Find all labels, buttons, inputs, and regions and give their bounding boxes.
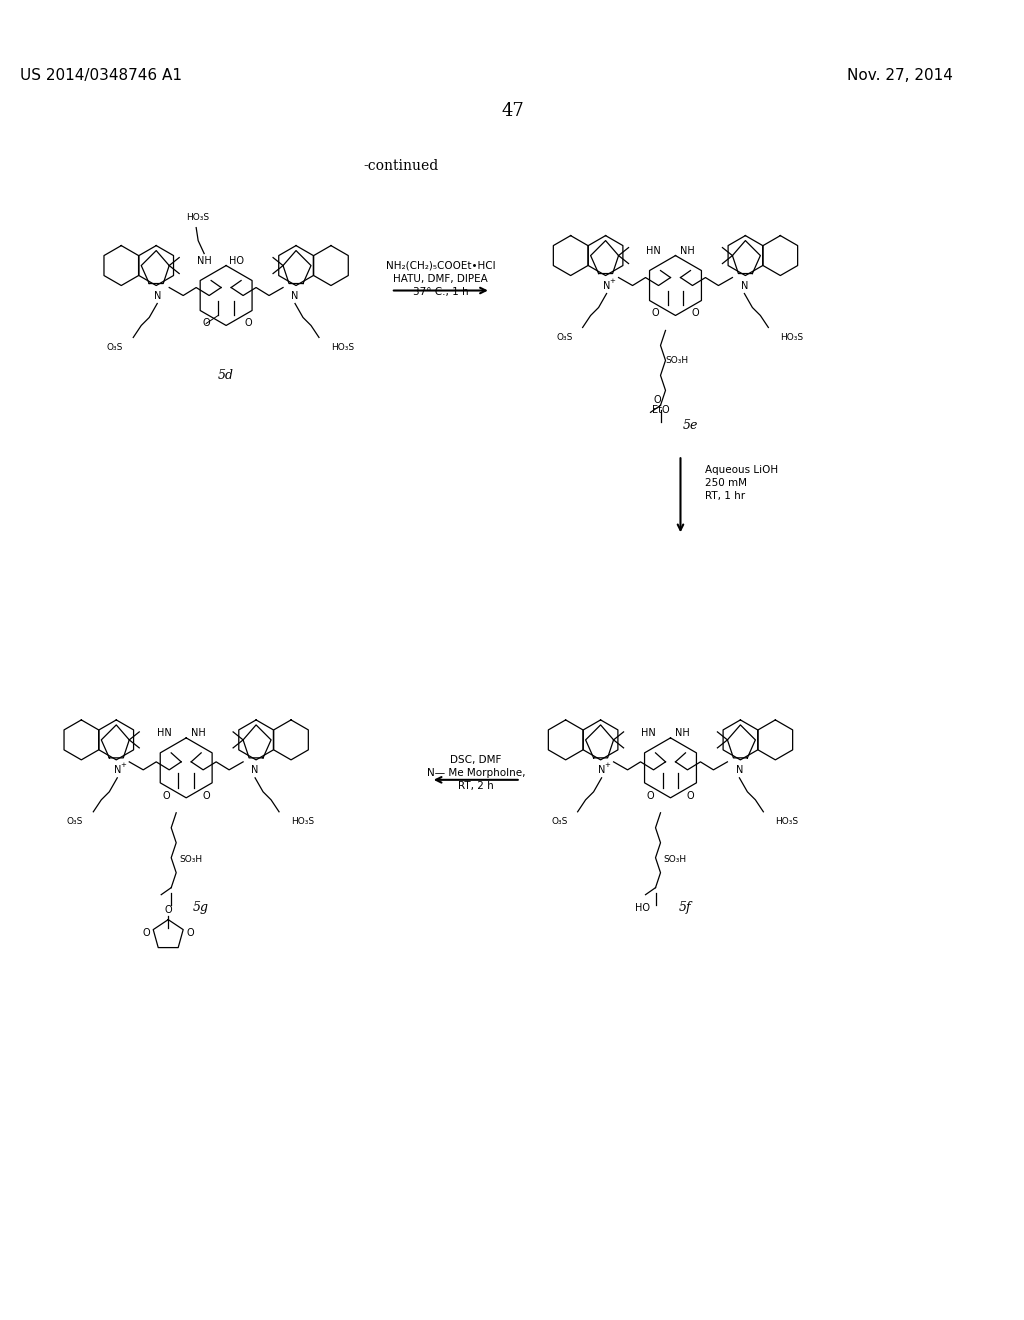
Text: HO₃S: HO₃S: [291, 817, 314, 826]
Text: NH: NH: [675, 727, 690, 738]
Text: 5f: 5f: [679, 902, 692, 915]
Text: O: O: [245, 318, 252, 329]
Text: O₃S: O₃S: [551, 817, 567, 826]
Text: SO₃H: SO₃H: [666, 356, 688, 364]
Text: +: +: [604, 762, 610, 768]
Text: O: O: [651, 309, 659, 318]
Text: HN: HN: [641, 727, 656, 738]
Text: N: N: [252, 764, 259, 775]
Text: Nov. 27, 2014: Nov. 27, 2014: [847, 69, 953, 83]
Text: O₃S: O₃S: [556, 333, 572, 342]
Text: HO: HO: [228, 256, 244, 265]
Text: -continued: -continued: [364, 158, 438, 173]
Text: HO₃S: HO₃S: [186, 213, 210, 222]
Text: N: N: [735, 764, 743, 775]
Text: O: O: [203, 318, 210, 329]
Text: O: O: [163, 791, 170, 801]
Text: N— Me Morpholne,: N— Me Morpholne,: [427, 768, 525, 777]
Text: EtO: EtO: [651, 405, 670, 416]
Text: 47: 47: [502, 102, 524, 120]
Text: DSC, DMF: DSC, DMF: [451, 755, 502, 764]
Text: 5d: 5d: [218, 368, 234, 381]
Text: N: N: [603, 281, 610, 290]
Text: O: O: [186, 928, 194, 937]
Text: O: O: [203, 791, 210, 801]
Text: O: O: [687, 791, 694, 801]
Text: 5g: 5g: [194, 902, 209, 915]
Text: +: +: [121, 762, 126, 768]
Text: N: N: [740, 281, 749, 290]
Text: O: O: [653, 396, 662, 405]
Text: SO₃H: SO₃H: [179, 855, 203, 865]
Text: HO₃S: HO₃S: [331, 343, 354, 352]
Text: HN: HN: [157, 727, 172, 738]
Text: N: N: [292, 290, 299, 301]
Text: HO₃S: HO₃S: [775, 817, 799, 826]
Text: O₃S: O₃S: [106, 343, 123, 352]
Text: RT, 1 hr: RT, 1 hr: [706, 491, 745, 502]
Text: 5e: 5e: [683, 418, 698, 432]
Text: 37° C., 1 h: 37° C., 1 h: [413, 286, 469, 297]
Text: O: O: [142, 928, 151, 937]
Text: O: O: [647, 791, 654, 801]
Text: RT, 2 h: RT, 2 h: [458, 781, 494, 791]
Text: NH: NH: [197, 256, 212, 265]
Text: 250 mM: 250 mM: [706, 478, 748, 488]
Text: N: N: [598, 764, 605, 775]
Text: N: N: [114, 764, 121, 775]
Text: Aqueous LiOH: Aqueous LiOH: [706, 465, 778, 475]
Text: O₃S: O₃S: [67, 817, 83, 826]
Text: +: +: [609, 277, 615, 284]
Text: N: N: [154, 290, 161, 301]
Text: O: O: [691, 309, 699, 318]
Text: NH₂(CH₂)₅COOEt•HCl: NH₂(CH₂)₅COOEt•HCl: [386, 260, 496, 271]
Text: NH: NH: [190, 727, 206, 738]
Text: HO: HO: [635, 903, 650, 912]
Text: US 2014/0348746 A1: US 2014/0348746 A1: [20, 69, 182, 83]
Text: HATU, DMF, DIPEA: HATU, DMF, DIPEA: [393, 273, 488, 284]
Text: NH: NH: [680, 246, 695, 256]
Text: HO₃S: HO₃S: [780, 333, 804, 342]
Text: O: O: [165, 904, 172, 915]
Text: SO₃H: SO₃H: [664, 855, 687, 865]
Text: HN: HN: [646, 246, 660, 256]
